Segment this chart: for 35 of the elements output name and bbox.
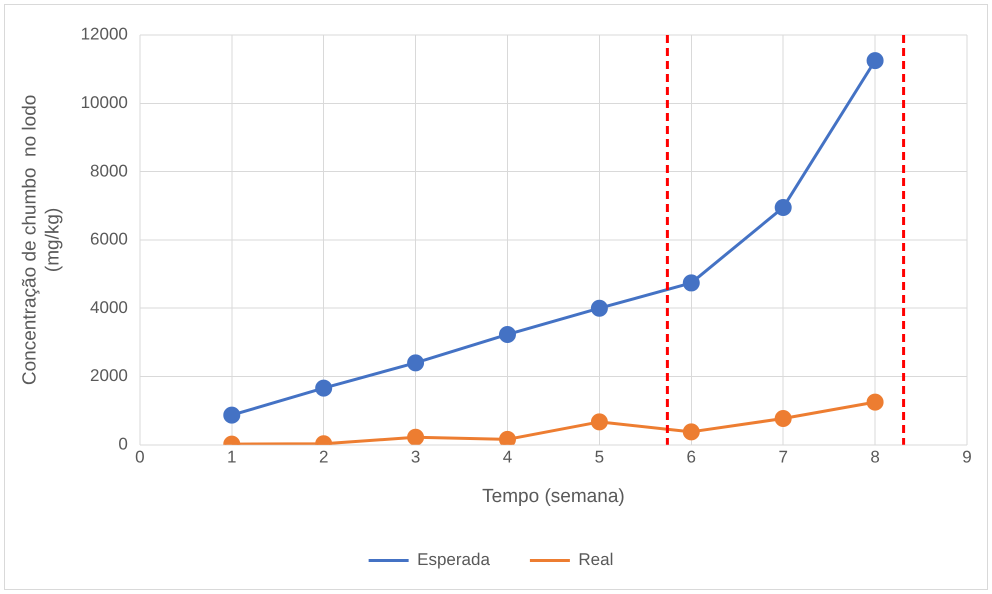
y-axis-title: Concentração de chumbo no lodo (mg/kg) bbox=[20, 94, 64, 386]
point bbox=[407, 354, 424, 372]
y-tick-label: 0 bbox=[118, 434, 128, 454]
legend-label: Real bbox=[578, 550, 614, 570]
point bbox=[590, 413, 608, 430]
point bbox=[498, 326, 516, 343]
point bbox=[774, 198, 792, 216]
y-tick-label: 2000 bbox=[90, 366, 128, 386]
point bbox=[866, 394, 884, 411]
x-tick-label: 6 bbox=[686, 448, 696, 467]
y-tick-label: 12000 bbox=[80, 24, 128, 44]
point bbox=[223, 406, 240, 424]
y-tick-label: 6000 bbox=[90, 230, 128, 249]
point bbox=[315, 380, 332, 397]
x-tick-label: 0 bbox=[135, 448, 145, 467]
point bbox=[590, 300, 608, 317]
point bbox=[407, 428, 424, 445]
legend-label: Esperada bbox=[417, 550, 490, 570]
point bbox=[866, 52, 884, 70]
x-tick-label: 9 bbox=[962, 448, 972, 467]
y-tick-label: 4000 bbox=[90, 298, 128, 317]
x-axis-title: Tempo (semana) bbox=[482, 486, 625, 507]
point bbox=[682, 423, 700, 440]
x-tick-label: 7 bbox=[778, 448, 788, 467]
y-tick-label: 8000 bbox=[90, 161, 128, 180]
x-tick-label: 8 bbox=[870, 448, 880, 467]
x-tick-label: 5 bbox=[594, 448, 604, 467]
x-tick-label: 4 bbox=[502, 448, 512, 467]
x-tick-label: 3 bbox=[410, 448, 420, 467]
point bbox=[682, 274, 700, 292]
x-tick-label: 2 bbox=[318, 448, 328, 467]
point bbox=[774, 410, 792, 428]
y-tick-label: 10000 bbox=[80, 92, 128, 112]
point bbox=[498, 430, 516, 445]
x-tick-label: 1 bbox=[227, 448, 237, 467]
